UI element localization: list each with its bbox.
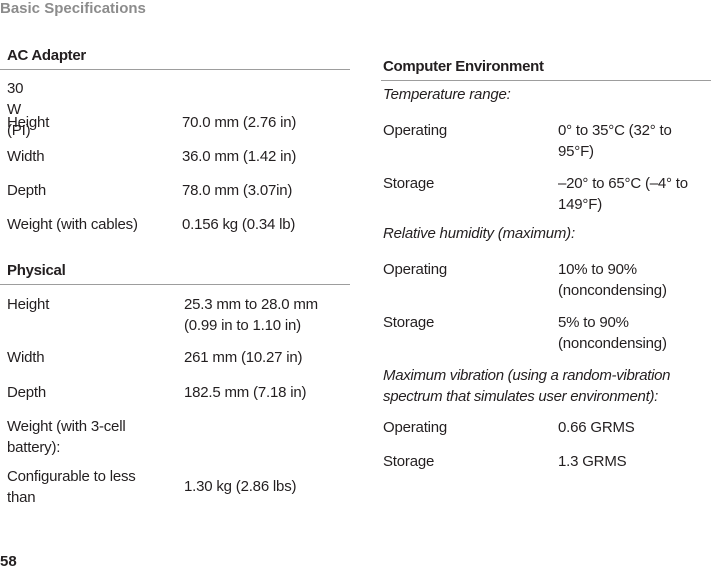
spec-value: 36.0 mm (1.42 in) [182, 148, 297, 165]
spec-label: Width [7, 148, 45, 165]
spec-label: Height [7, 114, 50, 131]
spec-label: Height [7, 296, 50, 313]
spec-label: Storage [383, 453, 435, 470]
page-number: 58 [0, 553, 17, 570]
spec-label: Storage [383, 314, 435, 331]
spec-value: 70.0 mm (2.76 in) [182, 114, 297, 131]
vibration-heading: Maximum vibration (using a random-vibrat… [383, 367, 671, 405]
page-header: Basic Specifications [0, 0, 146, 17]
spec-label: Width [7, 349, 45, 366]
spec-label: Configurable to less than [7, 468, 136, 506]
right-column: Computer Environment Temperature range: … [381, 55, 711, 470]
spec-label: Operating [383, 261, 448, 278]
spec-value: 5% to 90% (noncondensing) [558, 314, 667, 352]
left-column: AC Adapter 30 W (PI) Height 70.0 mm (2.7… [0, 44, 350, 506]
spec-label: Weight (with cables) [7, 216, 138, 233]
spec-label: Depth [7, 182, 47, 199]
humidity-heading: Relative humidity (maximum): [383, 225, 575, 242]
spec-value: 78.0 mm (3.07in) [182, 182, 293, 199]
spec-value: 261 mm (10.27 in) [184, 349, 303, 366]
temperature-heading: Temperature range: [383, 86, 511, 103]
physical-title: Physical [0, 259, 350, 285]
spec-value: 1.3 GRMS [558, 453, 627, 470]
spec-label: Storage [383, 175, 435, 192]
ac-adapter-title: AC Adapter [0, 44, 350, 70]
spec-value: 0.66 GRMS [558, 419, 635, 436]
spec-value: 25.3 mm to 28.0 mm (0.99 in to 1.10 in) [184, 296, 318, 334]
spec-label: Operating [383, 419, 448, 436]
spec-value: 1.30 kg (2.86 lbs) [184, 478, 297, 495]
spec-value: 0° to 35°C (32° to 95°F) [558, 122, 672, 160]
computer-environment-title: Computer Environment [381, 55, 711, 81]
spec-value: 182.5 mm (7.18 in) [184, 384, 307, 401]
spec-label: 30 W (PI) [7, 80, 31, 139]
spec-value: 10% to 90% (noncondensing) [558, 261, 667, 299]
physical-section: Physical [0, 259, 350, 285]
spec-value: 0.156 kg (0.34 lb) [182, 216, 296, 233]
spec-label: Operating [383, 122, 448, 139]
spec-label: Depth [7, 384, 47, 401]
spec-value: –20° to 65°C (–4° to 149°F) [558, 175, 688, 213]
spec-label: Weight (with 3-cell battery): [7, 418, 126, 456]
